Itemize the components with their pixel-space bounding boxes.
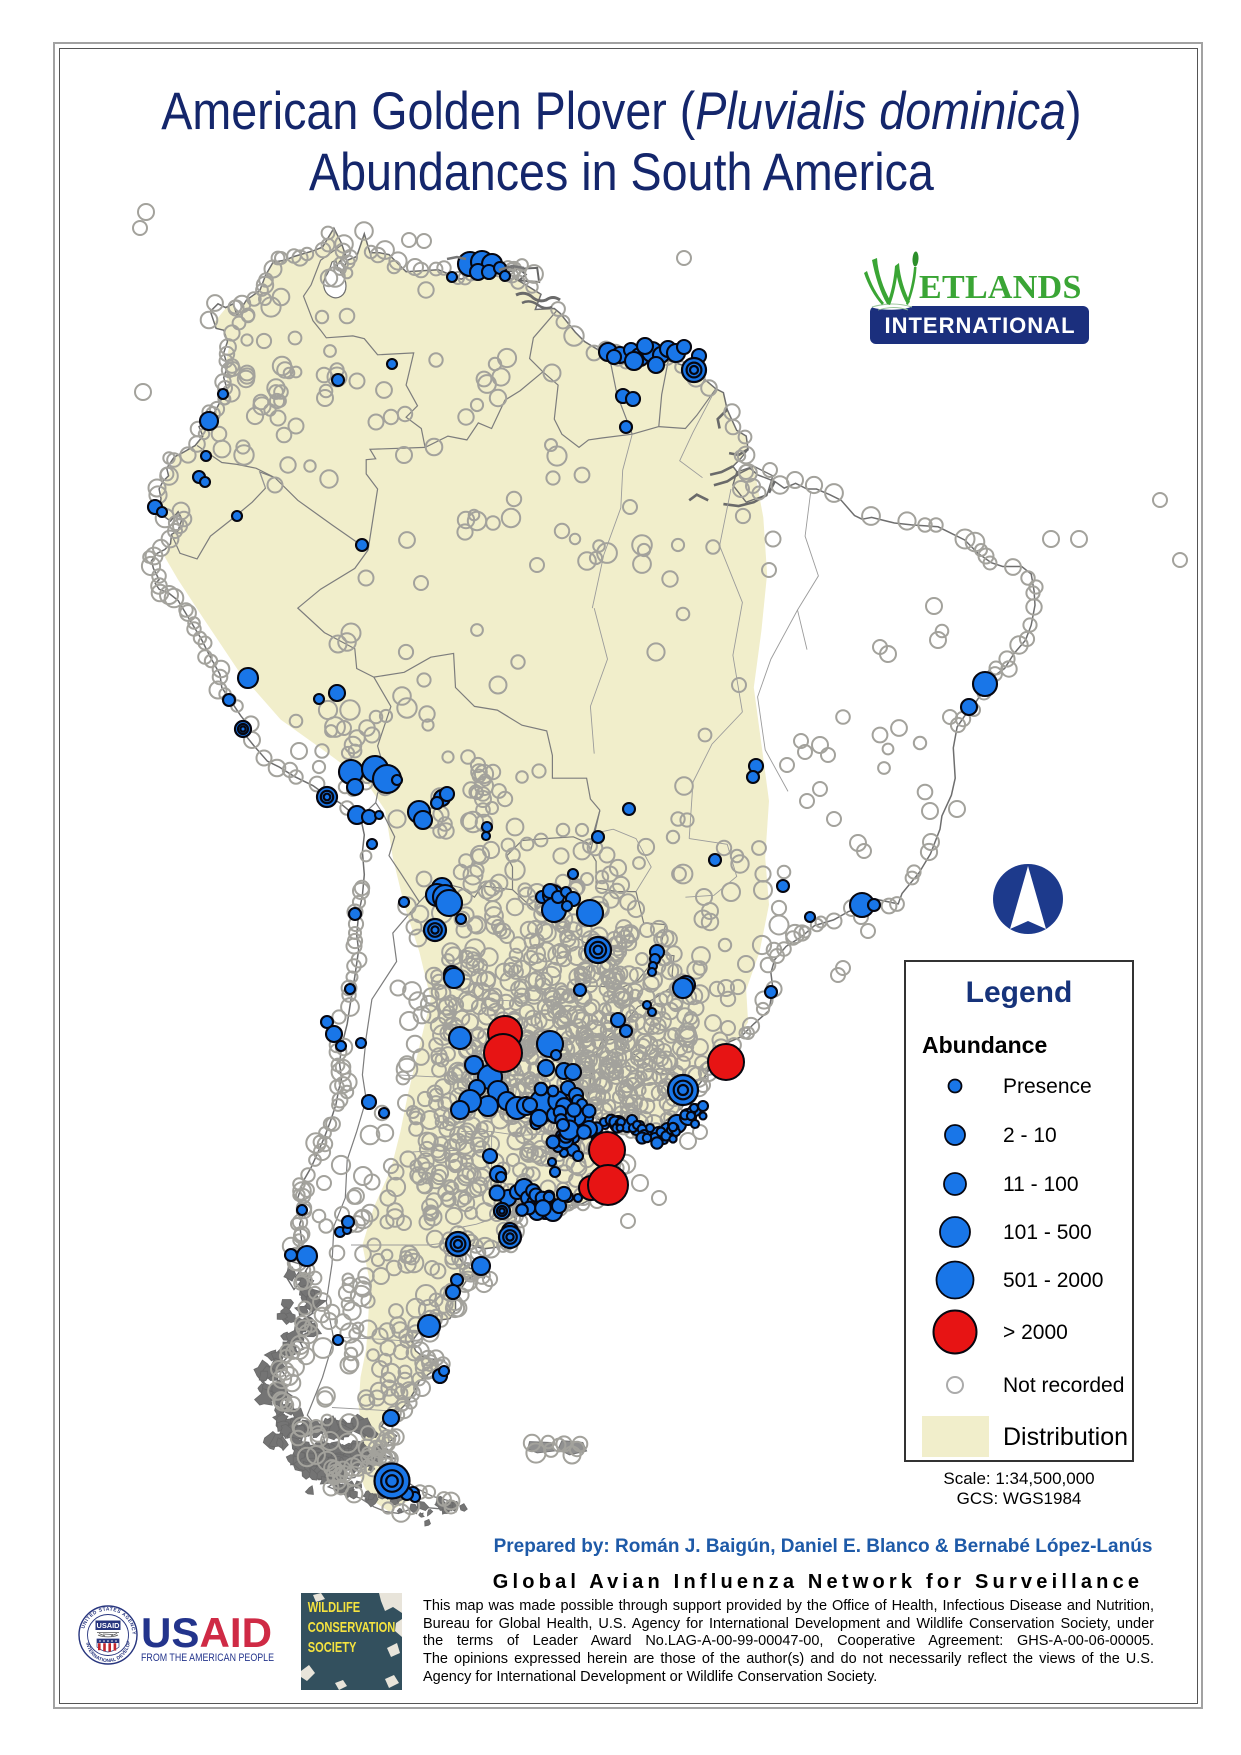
svg-text:USAID: USAID (141, 1609, 272, 1656)
svg-text:WILDLIFE: WILDLIFE (308, 1598, 361, 1615)
svg-text:CONSERVATION: CONSERVATION (308, 1618, 396, 1635)
svg-text:FROM THE AMERICAN PEOPLE: FROM THE AMERICAN PEOPLE (141, 1652, 274, 1664)
svg-text:USAID: USAID (97, 1621, 121, 1630)
svg-text:> 2000: > 2000 (1003, 1321, 1068, 1344)
svg-text:101 - 500: 101 - 500 (1003, 1221, 1092, 1244)
svg-text:ETLANDS: ETLANDS (919, 269, 1082, 306)
svg-text:Not recorded: Not recorded (1003, 1374, 1124, 1397)
svg-text:2 - 10: 2 - 10 (1003, 1124, 1057, 1147)
svg-text:Distribution: Distribution (1003, 1423, 1128, 1451)
svg-text:Presence: Presence (1003, 1075, 1092, 1098)
svg-text:INTERNATIONAL: INTERNATIONAL (884, 313, 1075, 338)
svg-text:SOCIETY: SOCIETY (308, 1638, 357, 1655)
svg-text:11 - 100: 11 - 100 (1003, 1173, 1079, 1196)
svg-text:501 - 2000: 501 - 2000 (1003, 1269, 1103, 1292)
